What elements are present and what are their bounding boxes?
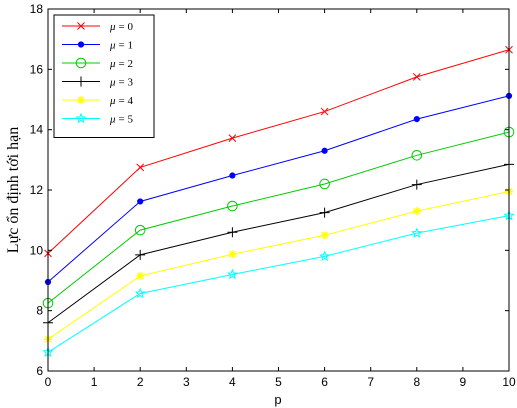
data-point-plus-marker [227, 227, 238, 238]
x-tick-label: 10 [502, 375, 516, 389]
data-point-circle-marker [319, 178, 330, 190]
data-point-circle-marker [75, 57, 87, 69]
legend-mu-value: = 4 [119, 95, 134, 107]
legend-mu-value: = 1 [119, 40, 133, 52]
data-point-pentagram-marker [411, 227, 423, 238]
x-tick-label: 2 [137, 375, 144, 389]
series-2 [42, 126, 515, 309]
x-tick-label: 0 [45, 375, 52, 389]
data-point-x-marker [320, 107, 329, 116]
x-axis: 0 1 2 3 4 5 6 7 8 9 10 [45, 9, 516, 389]
legend-entry: μ = 0 [62, 21, 133, 33]
y-tick-label: 10 [30, 243, 44, 257]
legend-mu-symbol: μ [109, 95, 116, 107]
y-tick-label: 6 [36, 364, 43, 378]
data-point-x-marker [412, 73, 421, 81]
data-point-star-marker [320, 231, 329, 240]
x-tick-label: 7 [367, 375, 374, 389]
y-axis-label: Lực ổn định tới hạn [5, 127, 22, 253]
legend-box [53, 14, 155, 138]
data-point-plus-marker [319, 207, 330, 218]
legend-label: μ = 1 [109, 40, 133, 52]
series-layer [42, 45, 515, 358]
legend-mu-value: = 5 [119, 114, 134, 126]
data-point-plus-marker [135, 249, 146, 260]
data-point-star-marker [77, 96, 85, 104]
x-tick-label: 5 [275, 375, 282, 389]
legend-entry: μ = 3 [62, 76, 133, 89]
x-axis-label: p [274, 392, 281, 407]
legend-entry: μ = 4 [62, 95, 133, 107]
data-point-circle-marker [411, 150, 423, 161]
data-point-plus-marker [76, 76, 86, 87]
data-point-dot-marker [413, 116, 420, 123]
y-axis: 6 8 10 12 14 16 18 [30, 2, 509, 378]
x-tick-label: 3 [183, 375, 190, 389]
legend-entry: μ = 2 [62, 57, 133, 70]
legend-entry: μ = 5 [62, 112, 133, 126]
legend-mu-value: = 0 [119, 21, 134, 33]
legend-mu-symbol: μ [109, 77, 116, 89]
x-tick-label: 6 [321, 375, 328, 389]
legend-entry: μ = 1 [62, 40, 133, 52]
legend-mu-symbol: μ [109, 21, 116, 33]
series-line [47, 95, 510, 283]
data-point-plus-marker [411, 179, 422, 190]
legend: μ = 0μ = 1μ = 2μ = 3μ = 4μ = 5 [53, 14, 155, 138]
legend-mu-value: = 3 [119, 77, 134, 89]
legend-mu-symbol: μ [109, 114, 116, 126]
data-point-pentagram-marker [226, 268, 238, 280]
data-point-pentagram-marker [134, 287, 146, 299]
data-point-circle-marker [227, 200, 238, 212]
legend-label: μ = 4 [109, 95, 133, 107]
series-line [47, 191, 510, 340]
data-point-star-marker [136, 271, 145, 280]
data-point-circle-marker [134, 224, 146, 236]
legend-label: μ = 5 [109, 114, 133, 126]
y-tick-label: 18 [30, 2, 44, 16]
data-point-dot-marker [321, 147, 328, 154]
series-line [47, 163, 510, 324]
x-tick-label: 9 [460, 375, 467, 389]
y-tick-label: 14 [30, 123, 44, 137]
legend-label: μ = 3 [109, 77, 133, 89]
x-tick-label: 8 [413, 375, 420, 389]
data-point-x-marker [77, 22, 85, 30]
data-point-pentagram-marker [319, 250, 331, 262]
legend-mu-value: = 2 [119, 58, 133, 70]
series-0 [44, 45, 513, 258]
data-point-dot-marker [229, 172, 236, 179]
legend-label: μ = 0 [109, 21, 133, 33]
data-point-star-marker [412, 207, 421, 216]
data-point-x-marker [136, 163, 145, 172]
series-line [47, 49, 510, 254]
series-line [47, 131, 510, 304]
series-line [47, 215, 510, 353]
data-point-star-marker [228, 250, 237, 259]
legend-mu-symbol: μ [109, 40, 116, 52]
data-point-dot-marker [77, 41, 85, 48]
legend-mu-symbol: μ [109, 58, 116, 70]
x-tick-label: 1 [91, 375, 98, 389]
y-tick-label: 8 [36, 304, 43, 318]
y-tick-label: 16 [30, 62, 44, 76]
x-tick-label: 4 [229, 375, 236, 389]
data-point-pentagram-marker [75, 112, 87, 124]
y-tick-label: 12 [30, 183, 44, 197]
legend-label: μ = 2 [109, 58, 133, 70]
series-1 [44, 92, 513, 286]
data-point-dot-marker [137, 198, 144, 205]
data-point-x-marker [228, 134, 237, 142]
